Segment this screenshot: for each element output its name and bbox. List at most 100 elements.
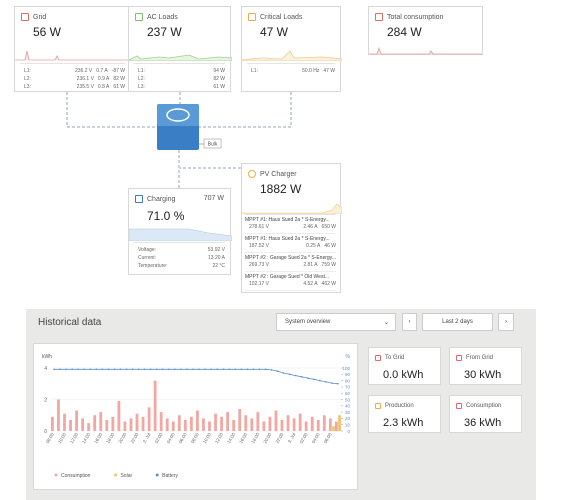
tracker-list: MPPT #1: Haus Sued 2a * S-Energy... 278.6… xyxy=(245,214,336,291)
battery-point xyxy=(137,368,140,371)
battery-point xyxy=(319,379,321,382)
table-cell: 47 W xyxy=(323,68,335,74)
table-row: Voltage: 53.92 V xyxy=(134,246,225,254)
y-tick-label: 4 xyxy=(44,366,47,372)
legend-swatch xyxy=(113,473,117,477)
bar xyxy=(177,415,181,431)
table-row: L1: 94 W xyxy=(134,67,225,75)
sparkline xyxy=(129,228,232,241)
stat-card: To Grid 0.0 kWh xyxy=(368,347,441,385)
view-select[interactable]: System overview ⌄ xyxy=(276,313,396,331)
y-tick-label: 2 xyxy=(44,398,47,404)
bar xyxy=(262,421,266,431)
y-tick-label: 0 xyxy=(44,429,47,435)
stat-card: From Grid 30 kWh xyxy=(449,347,522,385)
next-button[interactable]: › xyxy=(498,313,514,331)
card-header: Critical Loads xyxy=(248,13,302,21)
bar xyxy=(171,421,175,431)
table-cell: 82 W xyxy=(113,76,125,82)
x-tick-label: 06:00 xyxy=(323,432,333,445)
tracker: MPPT #1: Haus Sued 2a * S-Energy... 187.5… xyxy=(245,234,336,253)
battery-point xyxy=(71,368,73,371)
bar xyxy=(57,399,60,431)
critical-loads-card: Critical Loads 47 W L1: 50.0 Hz 47 W xyxy=(241,6,342,92)
x-tick-label: 04:00 xyxy=(166,432,176,445)
charging-card: Charging 707 W 71.0 % Voltage: 53.92 V Cur… xyxy=(128,188,232,275)
table-cell: 50.0 Hz xyxy=(302,68,320,74)
battery-point xyxy=(59,368,61,371)
table-cell: 94 W xyxy=(213,68,225,74)
y2-tick-label: 40 xyxy=(345,404,351,409)
bar xyxy=(105,419,109,431)
tracker: MPPT #2 : Garage Sued * Old West... 102.1… xyxy=(245,272,336,291)
battery-point xyxy=(168,368,170,371)
bar xyxy=(165,418,169,431)
stat-icon xyxy=(375,403,381,409)
table-cell: Current: xyxy=(138,255,157,261)
x-tick-label: 22:00 xyxy=(275,432,285,445)
range-select[interactable]: Last 2 days xyxy=(422,313,493,331)
y2-tick-label: 100 xyxy=(342,366,350,371)
legend-label: Battery xyxy=(162,473,178,479)
battery-point xyxy=(337,382,339,385)
tracker-value: 187.52 V xyxy=(249,243,270,249)
charging-power: 707 W xyxy=(203,195,224,202)
x-tick-label: 18:00 xyxy=(105,432,115,445)
battery-point xyxy=(331,382,333,384)
stat-card: Production 2.3 kWh xyxy=(368,395,441,433)
tracker-value: 278.61 V xyxy=(249,224,270,230)
x-tick-label: 08:00 xyxy=(45,432,55,445)
tracker-value: 2.81 A xyxy=(303,262,318,268)
battery-point xyxy=(252,368,255,371)
x-tick-label: 14:00 xyxy=(226,432,236,445)
battery-point xyxy=(246,368,249,371)
total-consumption-card: Total consumption 284 W xyxy=(368,6,483,55)
card-title: Charging xyxy=(147,195,176,203)
x-tick-label: 12:00 xyxy=(214,432,224,445)
prev-button[interactable]: ‹ xyxy=(402,313,417,331)
battery-table: Voltage: 53.92 V Current: 13.20 A Temperatur… xyxy=(134,242,225,270)
battery-point xyxy=(270,369,273,371)
x-tick-label: 16:00 xyxy=(93,432,103,445)
battery-point xyxy=(155,368,158,371)
stat-value: 36 kWh xyxy=(464,417,502,429)
table-cell: 236.1 V xyxy=(76,76,94,82)
x-tick-label: 02:00 xyxy=(299,432,309,445)
table-cell: L2: xyxy=(24,76,31,82)
dropdown-arrow: ⌄ xyxy=(383,319,389,326)
section-title: Historical data xyxy=(38,317,102,328)
bar xyxy=(232,419,236,431)
flow-line xyxy=(66,92,157,128)
grid-card: Grid 56 W L1: 236.2 V 0.7 A -87 W L2: 236.1 V… xyxy=(14,6,132,92)
table-cell: 0.9 A xyxy=(97,76,110,82)
card-value: 1882 W xyxy=(260,182,302,196)
card-title: Total consumption xyxy=(387,13,444,21)
bar xyxy=(202,418,205,431)
stat-label: Consumption xyxy=(466,403,502,409)
x-tick-label: 04:00 xyxy=(311,432,321,445)
sparkline xyxy=(15,50,132,61)
battery-point xyxy=(53,368,55,371)
icon xyxy=(135,13,143,21)
inverter-logo xyxy=(166,108,190,122)
x-tick-label: 20:00 xyxy=(117,432,127,445)
sparkline xyxy=(369,46,482,55)
flow-line xyxy=(199,92,292,128)
battery-point xyxy=(89,368,92,371)
stat-value: 30 kWh xyxy=(464,369,502,381)
battery-point xyxy=(288,373,291,376)
card-header: AC Loads xyxy=(135,13,178,21)
x-tick-label: 3. Jul xyxy=(287,432,297,444)
x-tick-label: 20:00 xyxy=(262,432,272,445)
bar xyxy=(322,415,326,431)
battery-point xyxy=(300,376,303,378)
table-cell: L1: xyxy=(24,68,31,74)
icon xyxy=(21,13,29,21)
battery-point xyxy=(204,368,206,371)
battery-point xyxy=(276,370,279,372)
y2-tick-label: 50 xyxy=(345,397,351,402)
card-value: 237 W xyxy=(147,25,182,39)
